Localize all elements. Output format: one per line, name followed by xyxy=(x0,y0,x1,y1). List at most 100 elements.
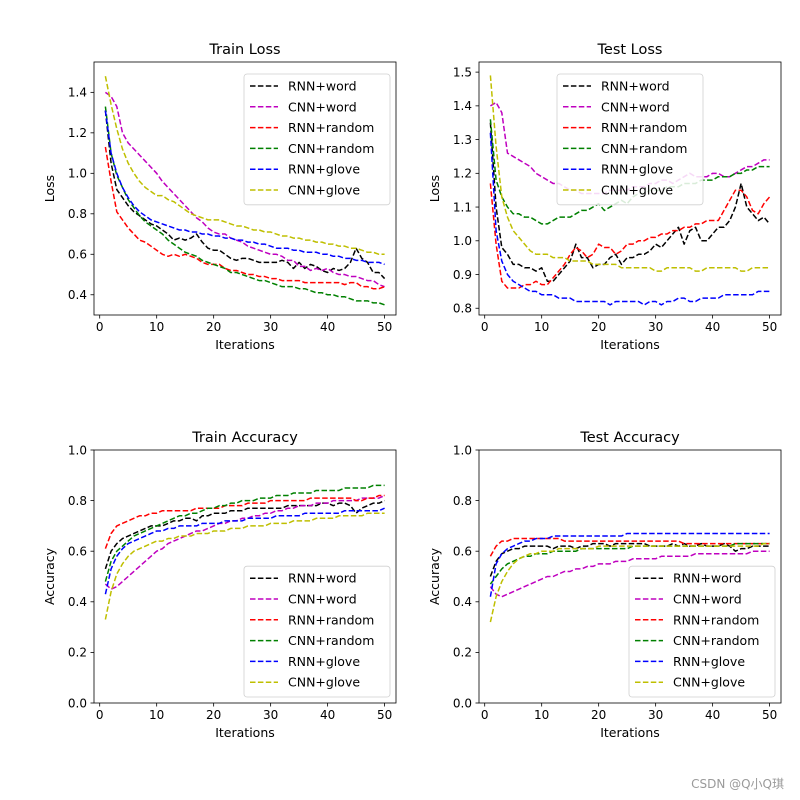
legend-box xyxy=(556,73,704,206)
x-tick-label: 50 xyxy=(762,708,777,722)
legend-label: CNN+random xyxy=(601,141,687,156)
chart-title: Train Loss xyxy=(208,42,280,58)
legend: RNN+word CNN+word RNN+random CNN+random RNN+… xyxy=(556,73,704,206)
series-line-rnn-word xyxy=(489,122,771,283)
x-tick-label: 0 xyxy=(481,708,489,722)
y-tick-label: 0.4 xyxy=(453,595,472,609)
series-line-cnn-glove xyxy=(489,75,770,272)
x-axis-label: Iterations xyxy=(215,337,275,352)
series-line-cnn-random xyxy=(104,106,385,306)
legend-label: CNN+glove xyxy=(601,183,673,198)
chart-title: Test Loss xyxy=(597,42,663,58)
series-line-rnn-random xyxy=(104,146,385,290)
chart-title: Train Accuracy xyxy=(191,430,298,446)
x-tick-label: 50 xyxy=(377,320,392,334)
legend-label: CNN+glove xyxy=(288,183,360,198)
legend-label: RNN+word xyxy=(288,571,357,586)
x-axis-label: Iterations xyxy=(600,337,660,352)
y-tick-label: 0.8 xyxy=(68,494,87,508)
x-tick-label: 10 xyxy=(534,708,549,722)
y-tick-label: 1.5 xyxy=(453,65,472,79)
series-group xyxy=(489,532,770,623)
plot-frame xyxy=(93,61,397,316)
y-tick-label: 1.4 xyxy=(68,86,87,100)
x-tick-label: 10 xyxy=(149,708,164,722)
series-line-rnn-glove xyxy=(489,532,770,597)
y-tick-label: 0.6 xyxy=(68,248,87,262)
series-line-rnn-glove xyxy=(489,132,770,306)
y-axis-label: Accuracy xyxy=(427,547,442,605)
y-tick-label: 0.0 xyxy=(68,696,87,710)
y-tick-label: 1.0 xyxy=(453,443,472,457)
legend-label: RNN+glove xyxy=(673,654,745,669)
x-tick-label: 30 xyxy=(263,320,278,334)
legend-box xyxy=(628,565,776,698)
series-group xyxy=(104,76,386,306)
series-line-rnn-random xyxy=(489,537,770,557)
legend-label: RNN+random xyxy=(288,612,374,627)
series-line-rnn-random xyxy=(489,183,771,289)
chart-panel-3: 0 10 20 30 40 50 0.0 0.2 0.4 0.6 0.8 1.0 Train Accur… xyxy=(42,430,397,740)
legend-box xyxy=(243,565,391,698)
chart-panel-4: 0 10 20 30 40 50 0.0 0.2 0.4 0.6 0.8 1.0 Test Accura… xyxy=(427,430,782,740)
legend-label: RNN+word xyxy=(673,571,742,586)
watermark: CSDN @Q小Q琪 xyxy=(691,777,784,791)
y-tick-label: 1.3 xyxy=(453,133,472,147)
y-tick-label: 0.6 xyxy=(68,545,87,559)
chart-title: Test Accuracy xyxy=(579,430,680,446)
legend: RNN+word CNN+word RNN+random CNN+random RNN+… xyxy=(243,73,391,206)
x-tick-label: 30 xyxy=(648,320,663,334)
legend: RNN+word CNN+word RNN+random CNN+random RNN+… xyxy=(243,565,391,698)
x-tick-label: 40 xyxy=(705,708,720,722)
series-line-rnn-glove xyxy=(104,110,385,266)
legend-label: CNN+glove xyxy=(288,675,360,690)
y-tick-label: 0.4 xyxy=(68,595,87,609)
legend-label: CNN+word xyxy=(601,99,670,114)
series-line-cnn-glove xyxy=(489,542,770,623)
y-tick-label: 1.4 xyxy=(453,99,472,113)
series-line-cnn-word xyxy=(104,91,385,288)
x-tick-label: 20 xyxy=(591,708,606,722)
plot-frame xyxy=(93,449,397,704)
plot-frame xyxy=(478,61,782,316)
legend-label: CNN+word xyxy=(288,99,357,114)
series-line-cnn-glove xyxy=(104,76,385,256)
x-tick-label: 0 xyxy=(96,708,104,722)
y-tick-label: 0.8 xyxy=(453,494,472,508)
legend-label: RNN+random xyxy=(673,612,759,627)
x-tick-label: 40 xyxy=(705,320,720,334)
x-tick-label: 20 xyxy=(206,320,221,334)
y-tick-label: 1.0 xyxy=(68,443,87,457)
y-tick-label: 0.4 xyxy=(68,288,87,302)
y-tick-label: 0.0 xyxy=(453,696,472,710)
x-axis-label: Iterations xyxy=(600,725,660,740)
x-tick-label: 50 xyxy=(377,708,392,722)
series-group xyxy=(489,75,771,306)
legend-box xyxy=(243,73,391,206)
legend-label: CNN+word xyxy=(673,592,742,607)
x-tick-label: 20 xyxy=(591,320,606,334)
y-axis-label: Loss xyxy=(42,175,57,202)
x-tick-label: 0 xyxy=(96,320,104,334)
x-tick-label: 30 xyxy=(263,708,278,722)
x-tick-label: 50 xyxy=(762,320,777,334)
chart-panel-1: 0 10 20 30 40 50 0.4 0.6 0.8 1.0 1.2 1.4 Train Loss I… xyxy=(42,42,397,352)
series-line-cnn-random xyxy=(104,484,385,582)
x-tick-label: 10 xyxy=(149,320,164,334)
y-tick-label: 1.2 xyxy=(453,167,472,181)
legend-label: RNN+glove xyxy=(288,654,360,669)
y-tick-label: 0.2 xyxy=(453,646,472,660)
legend-label: RNN+glove xyxy=(601,162,673,177)
legend-label: CNN+random xyxy=(673,633,759,648)
y-tick-label: 1.2 xyxy=(68,126,87,140)
y-tick-label: 1.1 xyxy=(453,200,472,214)
y-tick-label: 1.0 xyxy=(453,234,472,248)
legend-label: CNN+glove xyxy=(673,675,745,690)
y-tick-label: 0.8 xyxy=(453,302,472,316)
x-tick-label: 20 xyxy=(206,708,221,722)
legend-label: RNN+word xyxy=(288,79,357,94)
legend: RNN+word CNN+word RNN+random CNN+random RNN+… xyxy=(628,565,776,698)
legend-label: CNN+random xyxy=(288,633,374,648)
legend-label: RNN+random xyxy=(601,120,687,135)
y-tick-label: 0.2 xyxy=(68,646,87,660)
